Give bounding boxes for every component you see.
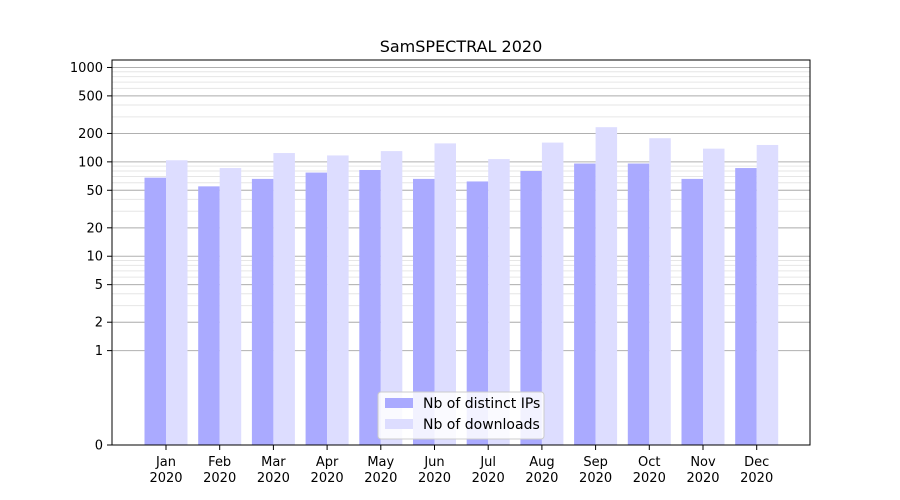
y-tick-label: 1000 — [70, 61, 103, 76]
legend-box — [377, 391, 545, 440]
bar-downloads-jul — [488, 159, 510, 445]
bar-downloads-apr — [327, 155, 349, 446]
bar-distinct-ips-dec — [735, 168, 757, 445]
bar-distinct-ips-sep — [574, 163, 596, 446]
y-tick-label: 2 — [95, 316, 103, 331]
x-tick-label-year: 2020 — [633, 471, 666, 486]
bar-downloads-jun — [434, 143, 456, 445]
x-tick-label-year: 2020 — [472, 471, 505, 486]
plot-frame — [111, 59, 811, 446]
bar-distinct-ips-feb — [198, 186, 220, 445]
bar-downloads-sep — [595, 127, 618, 445]
bars — [144, 127, 779, 446]
x-tick-label-month: Feb — [208, 455, 231, 470]
x-tick-label-month: May — [367, 455, 394, 470]
bar-distinct-ips-may — [359, 169, 381, 446]
x-tick-label-month: Dec — [744, 455, 769, 470]
x-tick-label-year: 2020 — [149, 471, 182, 486]
bar-distinct-ips-apr — [305, 172, 328, 445]
x-tick-label-month: Jan — [155, 455, 176, 470]
x-tick-label-month: Apr — [316, 455, 339, 470]
x-tick-label-month: Nov — [690, 455, 716, 470]
legend-label: Nb of downloads — [423, 417, 540, 433]
bar-downloads-feb — [219, 168, 242, 445]
x-tick-label-month: Aug — [529, 455, 554, 470]
legend-label: Nb of distinct IPs — [423, 396, 540, 412]
bar-downloads-oct — [649, 138, 671, 445]
x-tick-label-year: 2020 — [579, 471, 612, 486]
y-tick-label: 200 — [78, 127, 103, 142]
bar-downloads-may — [380, 151, 403, 446]
chart-title: SamSPECTRAL 2020 — [380, 37, 543, 56]
legend-swatch — [385, 398, 413, 408]
bar-downloads-dec — [756, 144, 779, 445]
y-tick-label: 20 — [86, 221, 103, 236]
bar-downloads-aug — [541, 142, 564, 445]
x-tick-label-month: Sep — [583, 455, 608, 470]
legend-swatch — [385, 419, 413, 429]
x-tick-label-year: 2020 — [311, 471, 344, 486]
bar-distinct-ips-oct — [627, 163, 650, 446]
x-tick-label-month: Mar — [261, 455, 286, 470]
y-tick-label: 5 — [95, 278, 103, 293]
bar-downloads-mar — [273, 153, 295, 445]
bar-distinct-ips-mar — [251, 178, 274, 445]
y-tick-label: 100 — [78, 155, 103, 170]
bar-downloads-nov — [703, 148, 725, 445]
x-tick-label-month: Oct — [638, 455, 660, 470]
x-tick-label-year: 2020 — [686, 471, 719, 486]
x-tick-label-year: 2020 — [740, 471, 773, 486]
bar-distinct-ips-jan — [144, 177, 166, 446]
y-tick-label: 1 — [95, 344, 103, 359]
x-tick-label-month: Jun — [423, 455, 444, 470]
y-tick-label: 0 — [95, 439, 103, 454]
bar-distinct-ips-aug — [520, 171, 542, 446]
legend: Nb of distinct IPs Nb of downloads — [377, 391, 545, 440]
y-tick-label: 50 — [86, 184, 103, 199]
x-tick-label-year: 2020 — [257, 471, 290, 486]
x-tick-label-year: 2020 — [525, 471, 558, 486]
x-tick-label-year: 2020 — [203, 471, 236, 486]
y-tick-label: 500 — [78, 89, 103, 104]
bar-distinct-ips-jun — [413, 178, 435, 445]
bar-downloads-jan — [166, 160, 188, 445]
axes: 01251020501002005001000Jan2020Feb2020Mar… — [70, 59, 811, 486]
bar-distinct-ips-jul — [466, 181, 489, 445]
x-tick-label-month: Jul — [479, 455, 496, 470]
bar-distinct-ips-nov — [681, 178, 703, 445]
x-tick-label-year: 2020 — [364, 471, 397, 486]
x-tick-label-year: 2020 — [418, 471, 451, 486]
y-tick-label: 10 — [86, 250, 103, 265]
